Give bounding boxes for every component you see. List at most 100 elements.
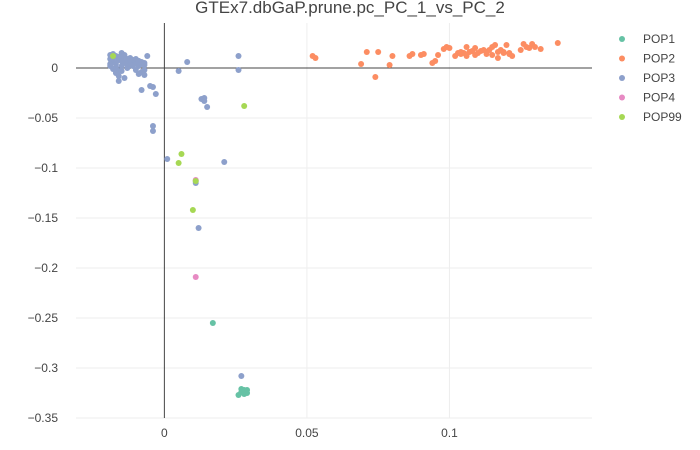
gridlines xyxy=(76,23,592,419)
data-point[interactable] xyxy=(483,51,490,57)
data-point[interactable] xyxy=(135,71,142,77)
data-point[interactable] xyxy=(138,87,145,93)
data-point[interactable] xyxy=(175,68,182,74)
data-point[interactable] xyxy=(175,160,182,166)
data-point[interactable] xyxy=(118,68,125,74)
legend-label: POP4 xyxy=(643,91,675,105)
series-pop2 xyxy=(309,40,561,80)
series-pop1 xyxy=(209,320,251,398)
zero-lines xyxy=(76,23,592,418)
chart-title: GTEx7.dbGaP.prune.pc_PC_1_vs_PC_2 xyxy=(195,0,505,17)
legend-label: POP2 xyxy=(643,52,675,66)
data-point[interactable] xyxy=(244,390,251,396)
legend-marker xyxy=(619,94,625,101)
data-point[interactable] xyxy=(517,47,524,53)
data-point[interactable] xyxy=(432,58,439,64)
x-axis-tick-labels: 0 0.05 0.1 xyxy=(161,426,458,440)
data-point[interactable] xyxy=(115,78,122,84)
data-point[interactable] xyxy=(503,42,510,48)
legend-marker xyxy=(619,55,625,62)
data-point[interactable] xyxy=(531,44,538,50)
data-point[interactable] xyxy=(164,156,171,162)
data-point[interactable] xyxy=(192,178,199,184)
data-point[interactable] xyxy=(118,58,125,64)
data-point[interactable] xyxy=(235,67,242,73)
data-point[interactable] xyxy=(121,75,128,81)
data-point[interactable] xyxy=(127,62,134,68)
data-point[interactable] xyxy=(127,56,134,62)
data-point[interactable] xyxy=(141,60,148,66)
data-point[interactable] xyxy=(149,123,156,129)
legend-marker xyxy=(619,36,625,42)
data-point[interactable] xyxy=(506,51,513,57)
data-point[interactable] xyxy=(500,49,507,55)
data-point[interactable] xyxy=(241,103,248,109)
data-point[interactable] xyxy=(386,62,393,68)
data-point[interactable] xyxy=(149,128,156,134)
legend-item-pop3[interactable]: POP3 xyxy=(619,71,675,85)
data-point[interactable] xyxy=(372,74,379,80)
data-point[interactable] xyxy=(472,45,479,51)
data-point[interactable] xyxy=(420,51,427,57)
series-pop99 xyxy=(110,53,248,213)
data-point[interactable] xyxy=(494,55,501,61)
data-point[interactable] xyxy=(141,67,148,73)
legend-item-pop4[interactable]: POP4 xyxy=(619,91,675,105)
y-tick-label: −0.35 xyxy=(28,411,59,425)
data-point[interactable] xyxy=(192,274,199,280)
data-point[interactable] xyxy=(209,320,216,326)
data-point[interactable] xyxy=(375,49,382,55)
data-point[interactable] xyxy=(358,61,365,67)
data-point[interactable] xyxy=(537,46,544,52)
data-point[interactable] xyxy=(152,91,159,97)
data-point[interactable] xyxy=(195,225,202,231)
data-point[interactable] xyxy=(489,52,496,58)
data-point[interactable] xyxy=(110,53,117,59)
y-tick-label: 0 xyxy=(51,61,58,75)
data-point[interactable] xyxy=(178,151,185,157)
data-point[interactable] xyxy=(107,61,114,67)
data-point[interactable] xyxy=(238,373,245,379)
data-point[interactable] xyxy=(472,52,479,58)
data-point[interactable] xyxy=(189,207,196,213)
data-point[interactable] xyxy=(312,55,319,61)
y-tick-label: −0.05 xyxy=(28,111,59,125)
y-tick-label: −0.3 xyxy=(34,361,58,375)
data-point[interactable] xyxy=(141,72,148,78)
data-point[interactable] xyxy=(446,45,453,51)
data-point[interactable] xyxy=(235,53,242,59)
y-tick-label: −0.25 xyxy=(28,311,59,325)
data-point[interactable] xyxy=(201,95,208,101)
data-point[interactable] xyxy=(457,49,464,55)
series-pop3 xyxy=(107,50,245,379)
data-point[interactable] xyxy=(184,59,191,65)
data-point[interactable] xyxy=(363,49,370,55)
data-points[interactable] xyxy=(107,40,561,398)
legend-marker xyxy=(619,114,625,120)
y-tick-label: −0.1 xyxy=(34,161,58,175)
x-tick-label: 0.05 xyxy=(295,426,319,440)
data-point[interactable] xyxy=(463,53,470,59)
data-point[interactable] xyxy=(409,51,416,57)
data-point[interactable] xyxy=(554,40,561,46)
legend-item-pop2[interactable]: POP2 xyxy=(619,52,675,66)
data-point[interactable] xyxy=(144,53,151,59)
data-point[interactable] xyxy=(149,84,156,90)
legend-label: POP1 xyxy=(643,32,675,46)
data-point[interactable] xyxy=(204,104,211,110)
y-tick-label: −0.15 xyxy=(28,211,59,225)
legend[interactable]: POP1 POP2 POP3 POP4 POP99 xyxy=(619,32,682,124)
data-point[interactable] xyxy=(221,159,228,165)
data-point[interactable] xyxy=(238,386,245,392)
legend-item-pop99[interactable]: POP99 xyxy=(619,110,682,124)
legend-item-pop1[interactable]: POP1 xyxy=(619,32,675,46)
data-point[interactable] xyxy=(492,42,499,48)
data-point[interactable] xyxy=(389,53,396,59)
data-point[interactable] xyxy=(463,44,470,50)
data-point[interactable] xyxy=(110,66,117,72)
y-tick-label: −0.2 xyxy=(34,261,58,275)
x-tick-label: 0.1 xyxy=(441,426,458,440)
data-point[interactable] xyxy=(435,52,442,58)
legend-label: POP3 xyxy=(643,71,675,85)
data-point[interactable] xyxy=(135,58,142,64)
